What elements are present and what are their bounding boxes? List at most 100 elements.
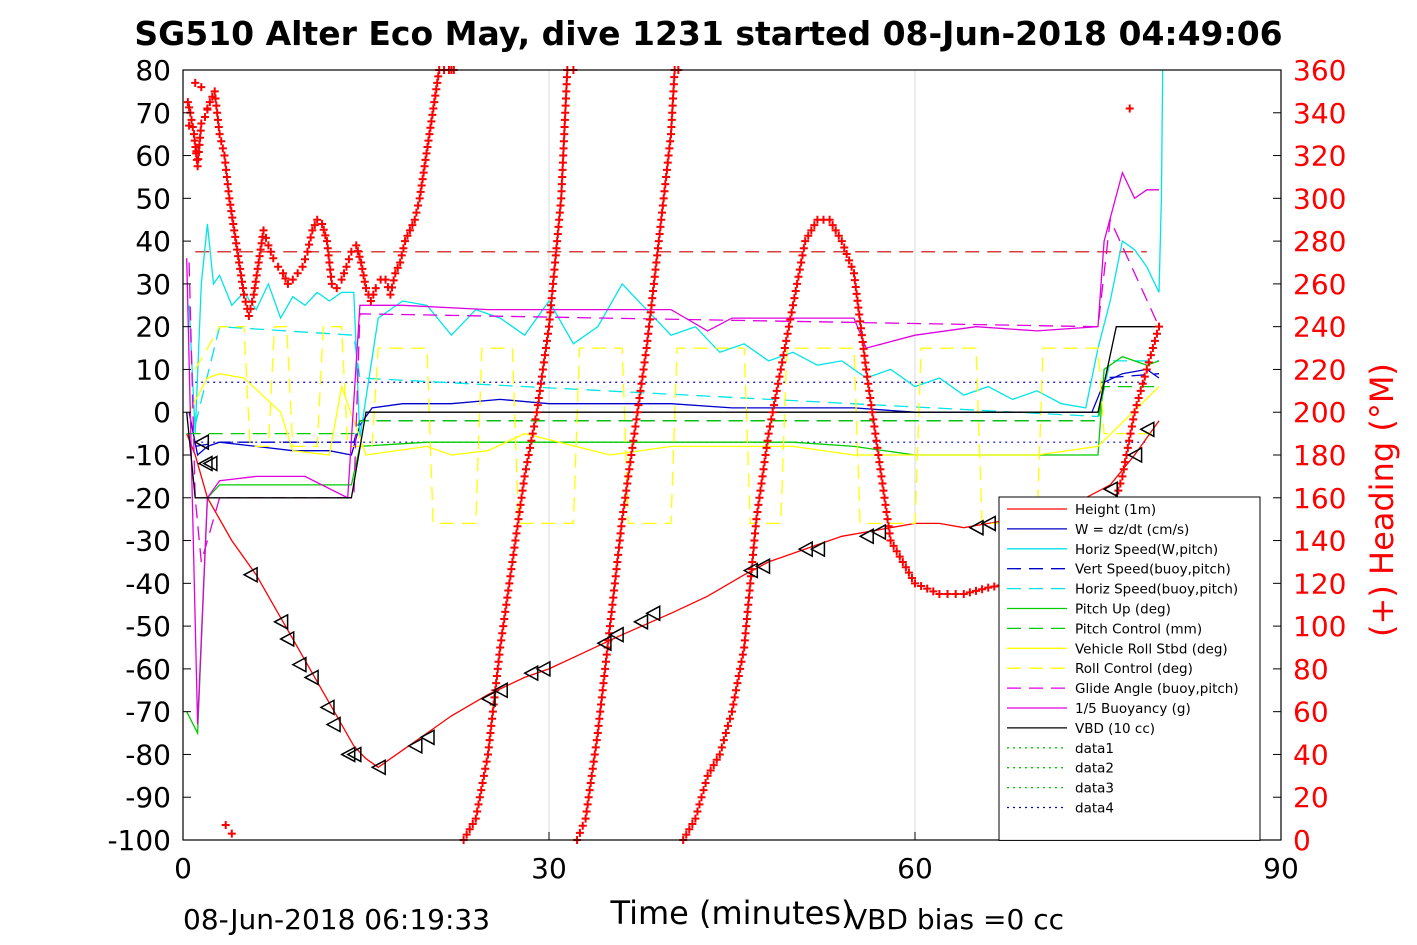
heading-point — [596, 707, 605, 716]
x-tick-label: 90 — [1263, 852, 1299, 885]
heading-point — [791, 287, 800, 296]
heading-point — [185, 103, 194, 112]
heading-point — [1134, 393, 1143, 402]
heading-point — [886, 536, 895, 545]
heading-point — [319, 225, 328, 234]
heading-point — [360, 277, 369, 286]
heading-point — [481, 764, 490, 773]
heading-point — [614, 543, 623, 552]
y-right-tick-label: 260 — [1293, 268, 1346, 301]
heading-point — [664, 151, 673, 160]
heading-point — [214, 123, 223, 132]
heading-point — [396, 258, 405, 267]
legend-label: Vert Speed(buoy,pitch) — [1075, 562, 1231, 578]
heading-point — [541, 344, 550, 353]
heading-point — [337, 275, 346, 284]
heading-point — [759, 465, 768, 474]
heading-point — [534, 393, 543, 402]
triangle-marker — [325, 716, 341, 733]
heading-point — [485, 736, 494, 745]
heading-point — [649, 287, 658, 296]
heading-point — [723, 721, 732, 730]
heading-point — [388, 283, 397, 292]
heading-point — [741, 629, 750, 638]
heading-point — [503, 593, 512, 602]
heading-point — [743, 607, 752, 616]
heading-point — [325, 258, 334, 267]
heading-point — [699, 786, 708, 795]
heading-point — [1132, 401, 1141, 410]
x-axis: 0 30 60 90 — [174, 832, 1299, 885]
heading-point — [222, 172, 231, 181]
y-right-tick-label: 180 — [1293, 439, 1346, 472]
heading-point — [688, 819, 697, 828]
legend-label: Horiz Speed(W,pitch) — [1075, 542, 1218, 558]
heading-point — [621, 493, 630, 502]
triangle-marker — [419, 729, 435, 746]
series-horiz_buoy — [194, 326, 1159, 426]
heading-point — [310, 221, 319, 230]
heading-point — [495, 650, 504, 659]
heading-point — [901, 563, 910, 572]
heading-point — [612, 565, 621, 574]
heading-point — [514, 515, 523, 524]
heading-point — [488, 714, 497, 723]
heading-point — [911, 579, 919, 588]
heading-point — [358, 264, 367, 273]
heading-point — [799, 244, 808, 253]
heading-point — [306, 233, 315, 242]
heading-point — [389, 276, 398, 285]
heading-point — [538, 365, 547, 374]
heading-point — [1142, 365, 1151, 374]
heading-point — [193, 162, 202, 171]
heading-point — [281, 274, 290, 283]
heading-point — [264, 241, 273, 250]
heading-point — [601, 664, 610, 673]
heading-point — [412, 208, 421, 217]
heading-point — [780, 344, 789, 353]
y-right-tick-label: 100 — [1293, 610, 1346, 643]
heading-point — [549, 272, 558, 281]
heading-point — [660, 187, 669, 196]
heading-point — [558, 172, 567, 181]
triangle-marker — [1127, 446, 1143, 464]
heading-point — [510, 543, 519, 552]
heading-point — [582, 807, 591, 816]
heading-point — [662, 172, 671, 181]
y-tick-label: 60 — [135, 140, 171, 173]
heading-point — [501, 607, 510, 616]
legend-label: data4 — [1075, 801, 1114, 817]
triangle-marker — [291, 656, 307, 673]
heading-point — [551, 258, 560, 267]
heading-point — [670, 73, 679, 82]
heading-point — [559, 137, 568, 146]
heading-point — [610, 586, 619, 595]
heading-point — [321, 231, 330, 240]
series-roll — [188, 373, 1160, 456]
heading-point — [764, 429, 773, 438]
series-pitch — [186, 355, 1160, 736]
heading-point — [608, 600, 617, 609]
heading-point — [517, 493, 526, 502]
heading-point — [519, 479, 528, 488]
y-right-tick-label: 60 — [1293, 696, 1329, 729]
heading-point — [586, 778, 595, 787]
heading-point — [537, 372, 546, 381]
heading-point — [629, 436, 638, 445]
heading-point — [857, 331, 866, 340]
heading-point — [524, 451, 533, 459]
heading-point — [504, 586, 513, 595]
heading-point — [559, 151, 568, 160]
heading-point — [834, 231, 843, 240]
legend-label: Height (1m) — [1075, 502, 1156, 518]
heading-point — [614, 550, 623, 559]
heading-point — [494, 657, 503, 666]
heading-point — [746, 579, 755, 588]
heading-point — [645, 315, 654, 324]
heading-point — [1146, 351, 1155, 360]
heading-point — [561, 101, 570, 110]
heading-point — [784, 322, 793, 331]
heading-point — [763, 436, 772, 445]
heading-point — [717, 743, 726, 752]
heading-point — [359, 271, 368, 280]
